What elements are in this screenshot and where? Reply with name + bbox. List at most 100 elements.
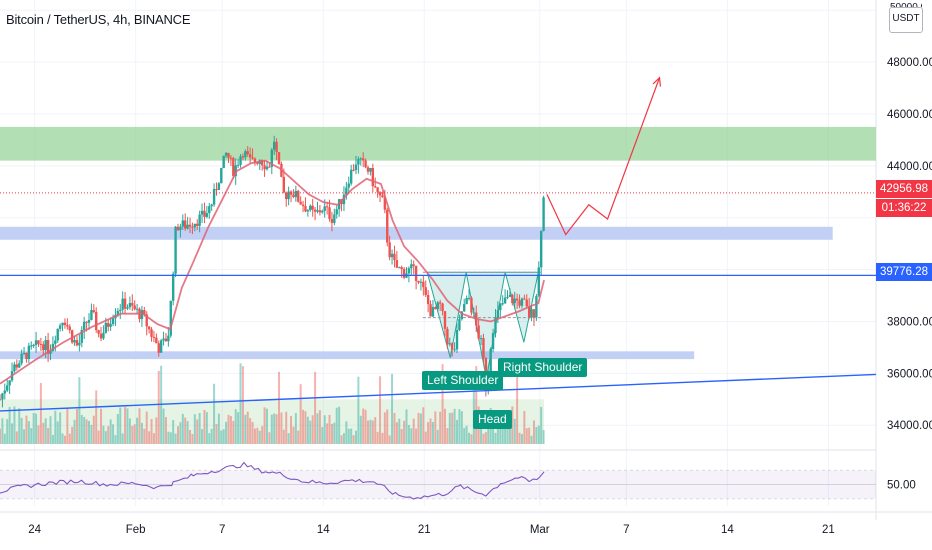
- volume-bar: [6, 419, 9, 444]
- candle-body: [318, 210, 322, 213]
- volume-bar: [73, 419, 76, 444]
- candle-body: [525, 299, 528, 307]
- candle-body: [292, 194, 295, 198]
- volume-bar: [268, 432, 271, 444]
- volume-bar: [338, 406, 341, 444]
- candle-body: [222, 155, 225, 168]
- volume-bar: [232, 420, 235, 444]
- volume-bar: [306, 416, 309, 444]
- candle-body: [450, 343, 454, 350]
- candle-body: [107, 322, 110, 327]
- volume-bar: [68, 433, 71, 444]
- head-label: Head: [473, 410, 512, 429]
- volume-bar: [333, 422, 336, 444]
- volume-bar: [367, 420, 370, 444]
- candle-body: [99, 333, 103, 339]
- candle-body: [203, 210, 206, 217]
- volume-bar: [511, 406, 514, 444]
- candle-body: [489, 348, 492, 373]
- volume-bar: [54, 410, 57, 444]
- volume-bar: [237, 412, 240, 444]
- candle-body: [542, 197, 545, 231]
- candle-body: [126, 307, 129, 309]
- volume-bar: [8, 406, 11, 444]
- volume-bar: [525, 428, 528, 444]
- volume-bar: [499, 423, 502, 444]
- volume-bar: [388, 435, 391, 444]
- candle-body: [239, 156, 242, 165]
- candle-body: [477, 325, 480, 339]
- candle-body: [539, 230, 543, 268]
- volume-bar: [431, 422, 434, 444]
- volume-bar: [391, 373, 394, 444]
- volume-bar: [328, 414, 331, 444]
- candle-body: [506, 296, 509, 298]
- volume-bar: [186, 421, 189, 444]
- volume-bar: [292, 426, 295, 444]
- candle-body: [395, 260, 399, 268]
- volume-bar: [253, 428, 256, 444]
- candle-body: [198, 214, 201, 226]
- volume-bar: [528, 427, 531, 444]
- volume-bar: [119, 407, 122, 444]
- candle-body: [419, 281, 423, 283]
- x-tick-label: Feb: [126, 524, 146, 536]
- candle-body: [455, 329, 459, 350]
- x-tick-label: 24: [28, 524, 41, 536]
- moving-average-line: [0, 159, 545, 385]
- volume-bar: [138, 408, 141, 444]
- volume-bar: [193, 414, 196, 444]
- candle-body: [268, 166, 271, 168]
- candle-body: [342, 194, 346, 205]
- axis-unit-box[interactable]: 50000.00 USDT: [889, 2, 923, 33]
- candle-body: [150, 329, 153, 337]
- candle-body: [66, 324, 69, 327]
- x-tick-label: 7: [219, 524, 225, 536]
- volume-bar: [78, 377, 81, 444]
- candle-body: [352, 169, 355, 171]
- candle-body: [431, 307, 435, 317]
- volume-bar: [465, 425, 468, 444]
- volume-bar: [261, 426, 264, 444]
- volume-bar: [458, 409, 461, 444]
- volume-bar: [244, 414, 247, 444]
- volume-bar: [11, 423, 14, 444]
- candle-body: [349, 169, 353, 184]
- candle-body: [85, 321, 88, 323]
- x-tick-label: 14: [721, 524, 734, 536]
- volume-bar: [80, 414, 83, 444]
- candle-body: [63, 322, 67, 325]
- volume-bar: [222, 429, 225, 444]
- volume-bar: [352, 435, 355, 444]
- volume-bar: [386, 409, 389, 444]
- candle-body: [309, 205, 312, 211]
- volume-bar: [124, 407, 127, 444]
- volume-bar: [196, 419, 199, 444]
- volume-bar: [191, 433, 194, 444]
- candle-body: [75, 340, 79, 346]
- volume-bar: [429, 418, 432, 444]
- candle-body: [323, 206, 326, 211]
- volume-bar: [278, 371, 281, 444]
- y-tick-label: 44000.00: [887, 161, 932, 173]
- candle-body: [467, 297, 471, 299]
- candle-body: [297, 190, 300, 202]
- volume-bar: [116, 414, 119, 444]
- candle-body: [417, 280, 420, 283]
- candle-body: [95, 312, 98, 331]
- volume-bar: [167, 431, 170, 444]
- candle-body: [13, 364, 16, 372]
- volume-bar: [506, 414, 509, 444]
- candle-body: [104, 322, 108, 333]
- volume-bar: [265, 408, 268, 444]
- candle-body: [265, 166, 269, 170]
- candle-body: [169, 300, 172, 336]
- candle-body: [414, 265, 418, 281]
- candle-body: [232, 157, 235, 177]
- candle-body: [513, 298, 516, 304]
- line-price-label: 39776.28: [876, 263, 932, 281]
- volume-bar: [381, 432, 384, 444]
- time-axis[interactable]: 24 Feb 7 14 21 Mar 7 14 21: [28, 524, 835, 536]
- price-axis[interactable]: 34000.00 36000.00 38000.00 44000.00 46000.00…: [887, 57, 932, 432]
